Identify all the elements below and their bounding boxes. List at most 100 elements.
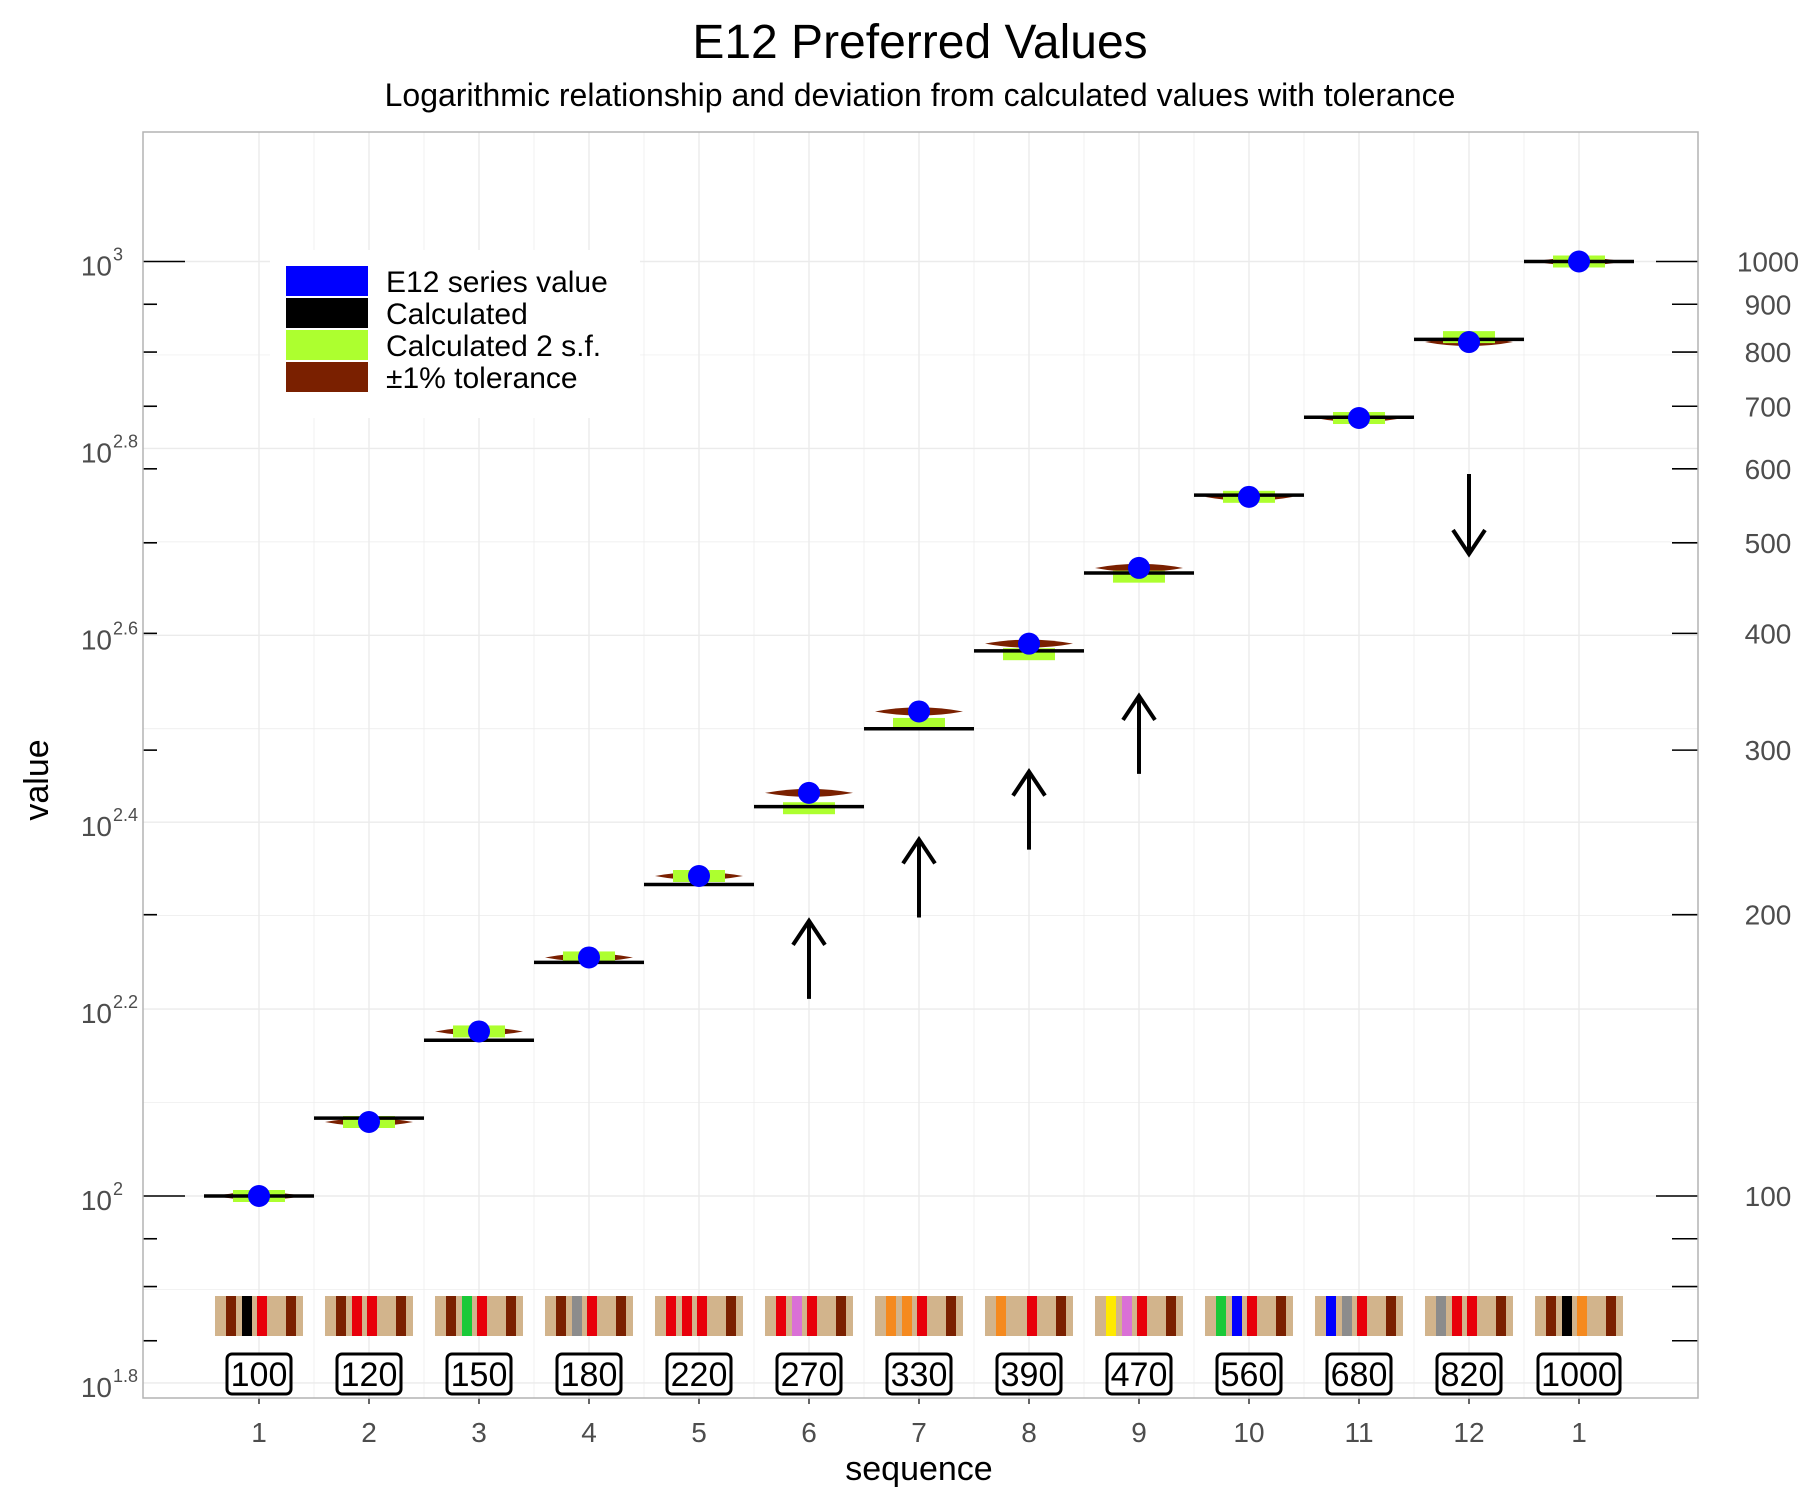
resistor-value-label: 120 <box>341 1356 398 1394</box>
resistor-value-label: 820 <box>1441 1356 1498 1394</box>
legend-label: ±1% tolerance <box>386 362 578 395</box>
panel-border <box>142 131 1699 1399</box>
resistor-180: 180 <box>545 1296 633 1396</box>
right-axis-label: 1000 <box>1737 247 1799 278</box>
arrow-head <box>1451 528 1487 558</box>
resistor-band <box>1562 1296 1572 1336</box>
y-tick-label-left: 10 1.8 <box>81 1366 138 1403</box>
resistor-band <box>1546 1296 1556 1336</box>
x-tick-label: 4 <box>581 1417 597 1448</box>
resistor-band <box>1386 1296 1396 1336</box>
resistor-band <box>917 1296 927 1336</box>
e12-point <box>1348 407 1370 430</box>
right-axis-label: 500 <box>1745 528 1792 559</box>
arrow-head <box>1121 692 1157 722</box>
resistor-band <box>1216 1296 1226 1336</box>
y-tick-label-left: 10 3 <box>81 245 123 282</box>
y-tick-label-left: 10 2.4 <box>81 805 138 842</box>
x-tick-label: 2 <box>361 1417 377 1448</box>
resistor-label-box <box>665 1352 733 1396</box>
resistor-strip: 100 120 150 180 220 270 330 390 470 560 680 820 1000 <box>215 1296 1623 1396</box>
resistor-band <box>807 1296 817 1336</box>
resistor-220: 220 <box>655 1296 743 1396</box>
e12-point <box>578 946 600 969</box>
resistor-band <box>836 1296 846 1336</box>
e12-point <box>248 1185 270 1207</box>
e12-point <box>908 700 930 723</box>
resistor-value-label: 680 <box>1331 1356 1388 1394</box>
legend-key <box>286 266 368 296</box>
resistor-band <box>996 1296 1006 1336</box>
resistor-band <box>242 1296 252 1336</box>
resistor-band <box>556 1296 566 1336</box>
resistor-band <box>446 1296 456 1336</box>
arrow-head <box>901 835 937 865</box>
resistor-470: 470 <box>1095 1296 1183 1396</box>
resistor-label-box <box>1105 1352 1173 1396</box>
right-axis-label: 200 <box>1745 900 1792 931</box>
y-tick-exponent: 2.4 <box>113 805 138 825</box>
resistor-band <box>572 1296 582 1336</box>
y-tick-base: 10 <box>81 624 112 655</box>
x-tick-label: 6 <box>801 1417 817 1448</box>
resistor-label-box <box>335 1352 403 1396</box>
resistor-band <box>587 1296 597 1336</box>
x-tick-label: 12 <box>1453 1417 1484 1448</box>
resistor-band <box>1012 1296 1022 1336</box>
resistor-label-box <box>225 1352 293 1396</box>
resistor-band <box>477 1296 487 1336</box>
resistor-band <box>682 1296 692 1336</box>
resistor-label-box <box>1435 1352 1503 1396</box>
resistor-band <box>396 1296 406 1336</box>
resistor-band <box>1106 1296 1116 1336</box>
resistor-band <box>336 1296 346 1336</box>
legend-label: Calculated <box>386 298 528 331</box>
resistor-band <box>666 1296 676 1336</box>
resistor-band <box>1467 1296 1477 1336</box>
resistor-band <box>726 1296 736 1336</box>
y-tick-base: 10 <box>81 811 112 842</box>
legend-key <box>286 330 368 360</box>
resistor-band <box>352 1296 362 1336</box>
resistor-band <box>792 1296 802 1336</box>
resistor-band <box>1452 1296 1462 1336</box>
y-tick-exponent: 2.2 <box>113 992 138 1012</box>
resistor-band <box>1496 1296 1506 1336</box>
legend-label: E12 series value <box>386 266 608 299</box>
e12-point <box>1128 556 1150 579</box>
resistor-150: 150 <box>435 1296 523 1396</box>
resistor-band <box>1276 1296 1286 1336</box>
resistor-band <box>1342 1296 1352 1336</box>
resistor-value-label: 560 <box>1221 1356 1278 1394</box>
resistor-label-box <box>1536 1352 1622 1396</box>
resistor-value-label: 180 <box>561 1356 618 1394</box>
resistor-390: 390 <box>985 1296 1073 1396</box>
resistor-820: 820 <box>1425 1296 1513 1396</box>
y-tick-label-left: 10 2.8 <box>81 431 138 468</box>
deviation-arrow <box>1451 474 1487 558</box>
resistor-band <box>902 1296 912 1336</box>
x-tick-label: 3 <box>471 1417 487 1448</box>
resistor-value-label: 390 <box>1001 1356 1058 1394</box>
resistor-band <box>1122 1296 1132 1336</box>
arrow-head <box>791 917 827 946</box>
resistor-1000: 1000 <box>1535 1296 1623 1396</box>
x-tick-label: 7 <box>911 1417 927 1448</box>
resistor-band <box>462 1296 472 1336</box>
resistor-value-label: 150 <box>451 1356 508 1394</box>
y-tick-exponent: 1.8 <box>113 1366 138 1386</box>
resistor-label-box <box>445 1352 513 1396</box>
y-tick-base: 10 <box>81 998 112 1029</box>
x-tick-label: 11 <box>1344 1417 1373 1448</box>
resistor-band <box>1247 1296 1257 1336</box>
y-tick-base: 10 <box>81 251 112 282</box>
resistor-label-box <box>1215 1352 1283 1396</box>
y-tick-exponent: 3 <box>113 245 123 265</box>
resistor-band <box>1326 1296 1336 1336</box>
resistor-band <box>1166 1296 1176 1336</box>
resistor-value-label: 470 <box>1111 1356 1168 1394</box>
right-axis-label: 800 <box>1745 337 1792 368</box>
resistor-band <box>1137 1296 1147 1336</box>
